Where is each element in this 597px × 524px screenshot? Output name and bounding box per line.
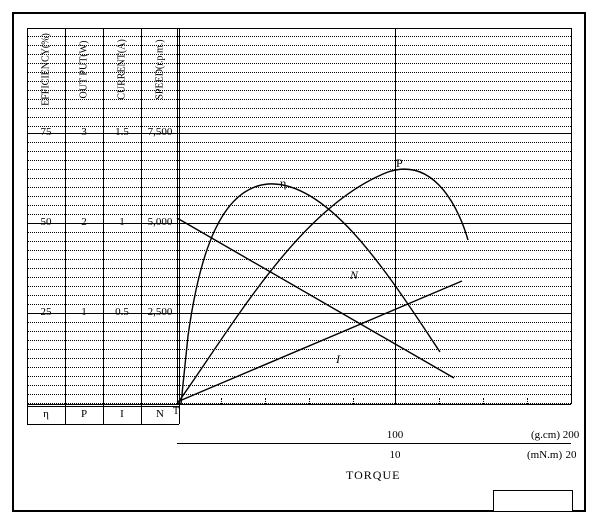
performance-curves — [0, 0, 597, 524]
bottom-right-box — [493, 490, 573, 512]
